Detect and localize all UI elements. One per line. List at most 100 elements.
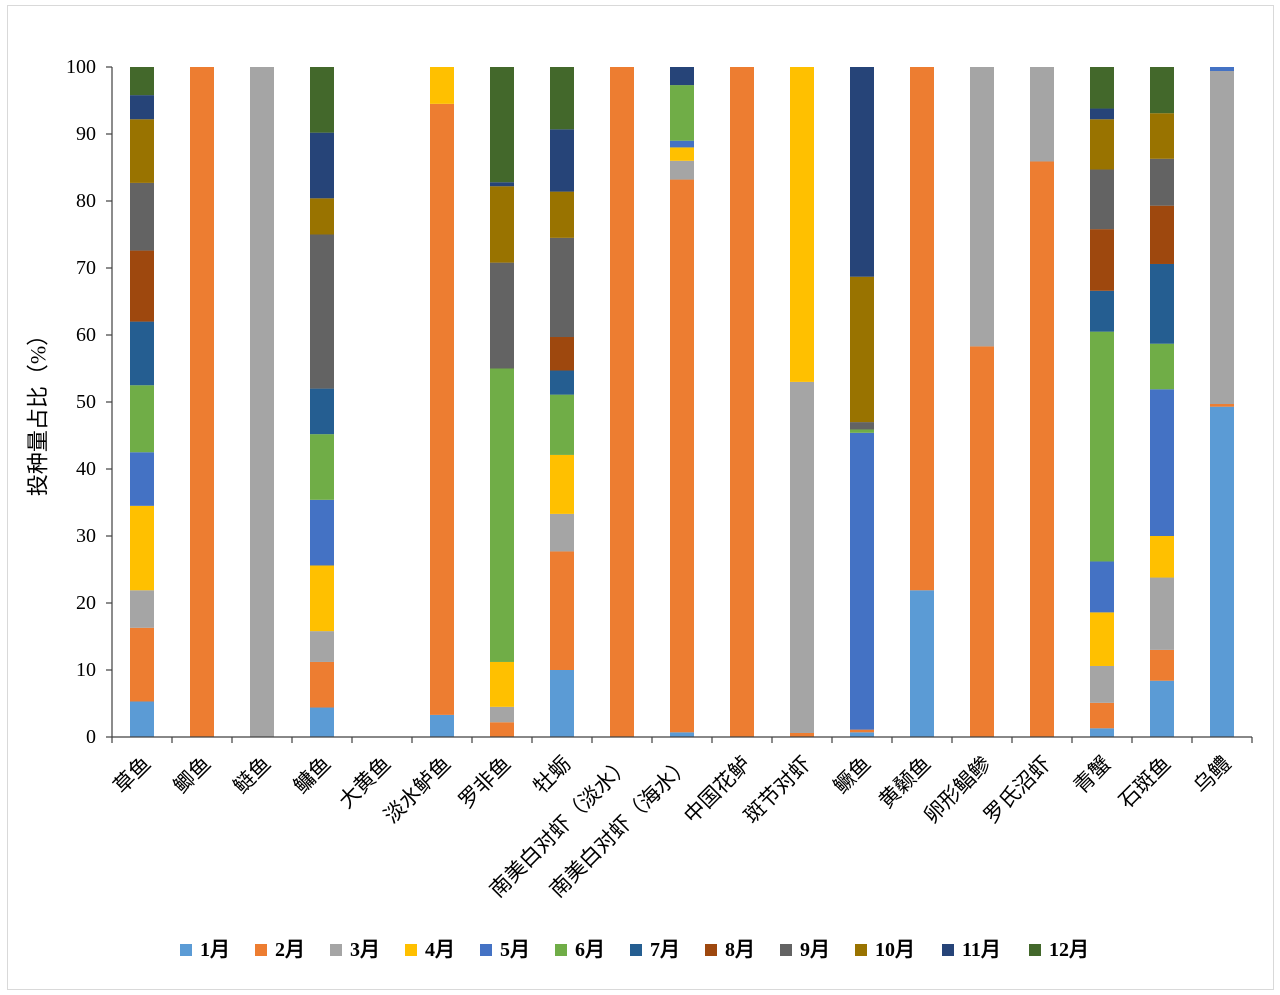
bar-segment-c17-m7 — [1090, 290, 1114, 332]
legend-label: 12月 — [1049, 939, 1089, 961]
bar-segment-c13-m9 — [850, 422, 874, 430]
bar-stack-15 — [970, 67, 994, 737]
legend-label: 7月 — [650, 939, 680, 961]
bar-segment-c19-m2 — [1210, 404, 1234, 407]
bar-stack-17 — [1090, 67, 1114, 737]
legend-label: 3月 — [350, 939, 380, 961]
bar-stack-7 — [490, 67, 514, 737]
bar-stack-2 — [190, 67, 214, 737]
legend-label: 10月 — [875, 939, 915, 961]
bar-segment-c13-m11 — [850, 67, 874, 277]
bar-segment-c8-m3 — [550, 513, 574, 552]
bar-segment-c1-m12 — [130, 67, 154, 96]
legend-label: 8月 — [725, 939, 755, 961]
bar-stack-3 — [250, 67, 274, 737]
legend-item-8: 8月 — [705, 939, 755, 961]
bar-segment-c19-m1 — [1210, 406, 1234, 737]
legend-item-6: 6月 — [555, 939, 605, 961]
y-axis-title: 投种量占比（%） — [26, 324, 51, 496]
bar-segment-c1-m8 — [130, 250, 154, 322]
bar-segment-c10-m3 — [670, 160, 694, 180]
bar-segment-c1-m3 — [130, 590, 154, 628]
bar-segment-c10-m2 — [670, 179, 694, 733]
y-tick-label: 90 — [76, 123, 96, 145]
bar-segment-c8-m12 — [550, 67, 574, 130]
bar-segment-c2-m2 — [190, 67, 214, 737]
bar-segment-c1-m7 — [130, 321, 154, 386]
bar-stack-19 — [1210, 67, 1234, 737]
legend-swatch — [780, 944, 792, 956]
legend-swatch — [405, 944, 417, 956]
bar-segment-c8-m10 — [550, 191, 574, 238]
y-tick-label: 20 — [76, 592, 96, 614]
bar-segment-c7-m4 — [490, 661, 514, 707]
bar-segment-c1-m9 — [130, 182, 154, 251]
bar-segment-c14-m1 — [910, 590, 934, 737]
bar-segment-c6-m2 — [430, 103, 454, 715]
bar-segment-c16-m2 — [1030, 161, 1054, 738]
bar-segment-c10-m11 — [670, 67, 694, 86]
bar-segment-c10-m6 — [670, 85, 694, 141]
bar-segment-c18-m7 — [1150, 263, 1174, 344]
y-tick-label: 40 — [76, 458, 96, 480]
legend-item-12: 12月 — [1029, 939, 1089, 961]
legend-swatch — [180, 944, 192, 956]
bars — [130, 67, 1234, 738]
bar-segment-c8-m2 — [550, 551, 574, 670]
bar-segment-c8-m1 — [550, 670, 574, 737]
bar-stack-4 — [310, 67, 334, 737]
bar-segment-c4-m10 — [310, 198, 334, 235]
legend-swatch — [942, 944, 954, 956]
legend-label: 4月 — [425, 939, 455, 961]
y-tick-label: 10 — [76, 659, 96, 681]
chart-border — [7, 5, 1274, 990]
bar-segment-c4-m9 — [310, 234, 334, 389]
bar-segment-c7-m9 — [490, 262, 514, 369]
legend-item-4: 4月 — [405, 939, 455, 961]
bar-segment-c1-m6 — [130, 385, 154, 453]
bar-segment-c8-m8 — [550, 337, 574, 371]
legend-label: 2月 — [275, 939, 305, 961]
bar-segment-c6-m1 — [430, 714, 454, 737]
legend-swatch — [330, 944, 342, 956]
bar-segment-c15-m3 — [970, 67, 994, 347]
bar-segment-c8-m7 — [550, 370, 574, 395]
bar-segment-c10-m1 — [670, 732, 694, 737]
bar-segment-c17-m4 — [1090, 612, 1114, 666]
legend-label: 11月 — [962, 939, 1001, 961]
bar-stack-12 — [790, 67, 814, 737]
bar-segment-c8-m6 — [550, 394, 574, 455]
bar-segment-c17-m9 — [1090, 169, 1114, 230]
bar-stack-1 — [130, 67, 154, 737]
legend-swatch — [855, 944, 867, 956]
bar-segment-c16-m3 — [1030, 67, 1054, 162]
legend-item-5: 5月 — [480, 939, 530, 961]
bar-segment-c10-m4 — [670, 147, 694, 161]
bar-segment-c1-m5 — [130, 452, 154, 506]
bar-segment-c11-m2 — [730, 67, 754, 737]
bar-segment-c7-m11 — [490, 182, 514, 187]
bar-segment-c13-m1 — [850, 732, 874, 737]
bar-stack-13 — [850, 67, 874, 737]
bar-segment-c12-m4 — [790, 67, 814, 382]
bar-segment-c7-m12 — [490, 67, 514, 183]
bar-segment-c6-m4 — [430, 67, 454, 104]
bar-segment-c15-m2 — [970, 346, 994, 737]
bar-segment-c18-m4 — [1150, 536, 1174, 578]
y-tick-label: 0 — [86, 726, 96, 748]
y-tick-label: 30 — [76, 525, 96, 547]
y-tick-labels: 0 10 20 30 40 50 60 70 80 90 100 — [66, 56, 96, 748]
bar-segment-c4-m7 — [310, 388, 334, 435]
bar-segment-c17-m3 — [1090, 665, 1114, 703]
bar-stack-8 — [550, 67, 574, 737]
bar-segment-c4-m5 — [310, 499, 334, 566]
bar-segment-c1-m2 — [130, 627, 154, 702]
bar-segment-c1-m4 — [130, 505, 154, 591]
bar-segment-c17-m2 — [1090, 702, 1114, 729]
legend: 1月 2月 3月 4月 5月 6月 7月 8月 9月 10月 11月 12月 — [180, 939, 1089, 961]
legend-swatch — [555, 944, 567, 956]
bar-segment-c3-m3 — [250, 67, 274, 737]
bar-segment-c4-m1 — [310, 707, 334, 737]
bar-stack-14 — [910, 67, 934, 737]
